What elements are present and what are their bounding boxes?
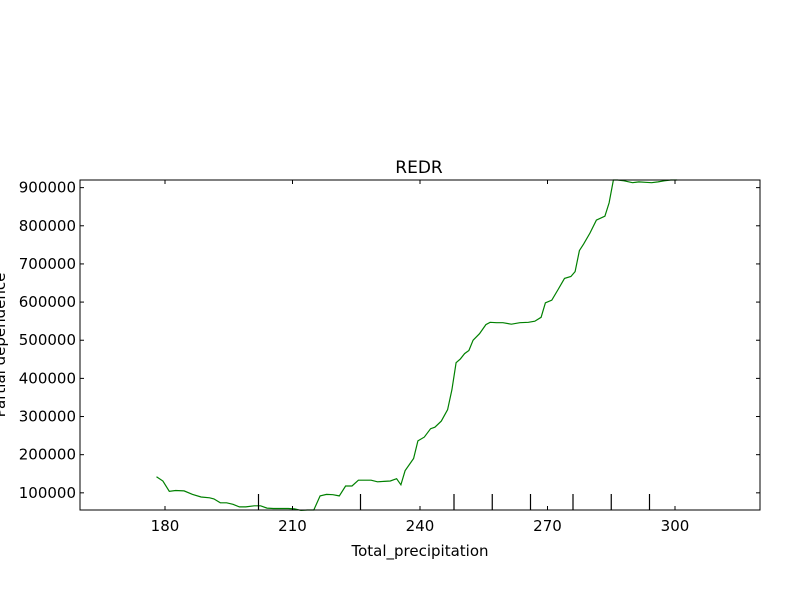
x-tick-label: 240	[406, 517, 435, 535]
x-tick-label: 270	[533, 517, 562, 535]
y-tick-label: 100000	[19, 484, 76, 502]
chart-title: REDR	[395, 158, 443, 178]
y-tick-label: 800000	[19, 217, 76, 235]
x-tick-label: 300	[661, 517, 690, 535]
y-tick-label: 400000	[19, 369, 76, 387]
plot-frame	[79, 179, 761, 511]
y-tick-label: 600000	[19, 293, 76, 311]
y-axis-label: Partial dependence	[0, 273, 9, 418]
x-axis-label: Total_precipitation	[350, 542, 488, 561]
y-tick-label: 200000	[19, 446, 76, 464]
y-tick-label: 700000	[19, 255, 76, 273]
y-tick-label: 500000	[19, 331, 76, 349]
y-tick-label: 900000	[19, 179, 76, 197]
x-tick-label: 210	[278, 517, 307, 535]
y-tick-label: 300000	[19, 408, 76, 426]
x-tick-label: 180	[151, 517, 180, 535]
series-line-0	[156, 179, 678, 512]
